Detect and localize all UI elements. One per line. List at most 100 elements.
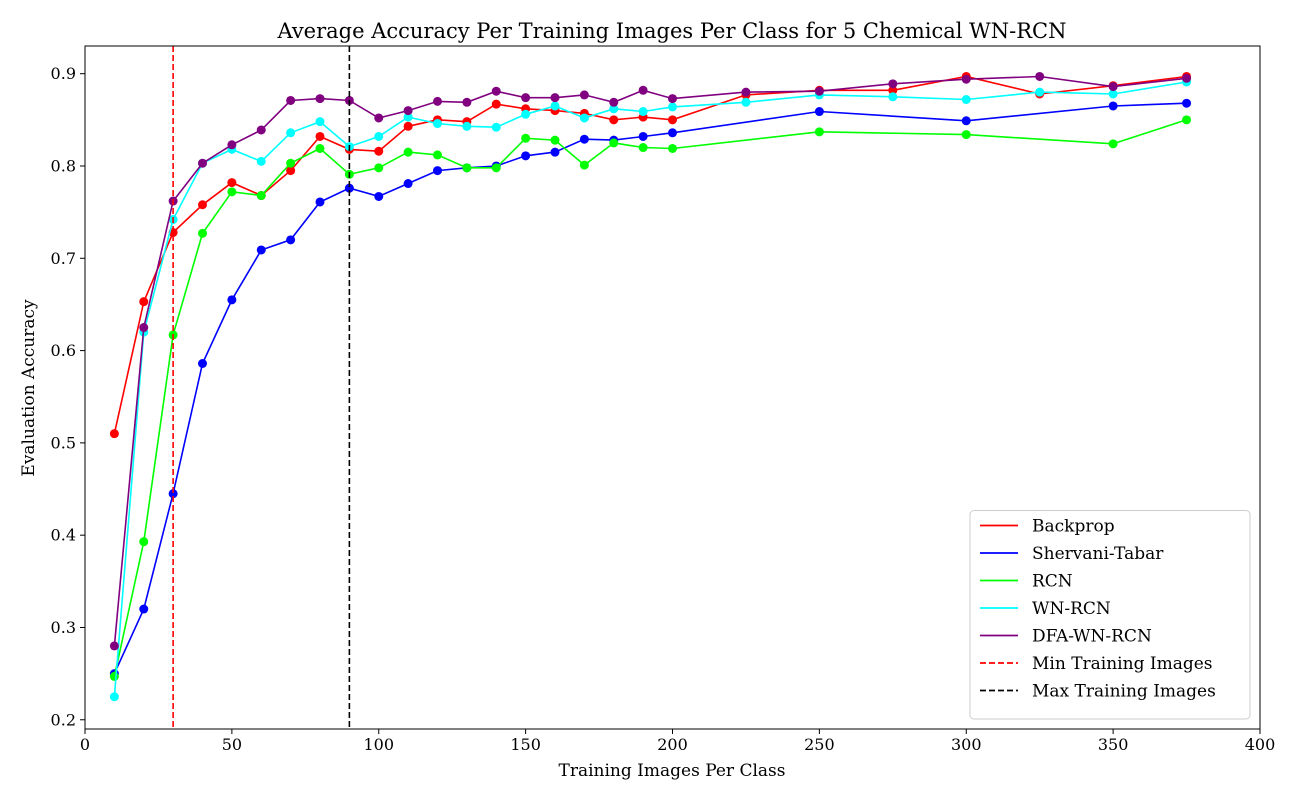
data-point-wn-rcn xyxy=(374,131,384,141)
data-point-rcn xyxy=(491,163,501,173)
data-point-wn-rcn xyxy=(1108,89,1118,99)
data-point-shervani-tabar xyxy=(139,604,149,614)
data-point-dfa-wn-rcn xyxy=(1182,73,1192,83)
y-tick-label: 0.3 xyxy=(51,618,76,637)
data-point-rcn xyxy=(139,537,149,547)
data-point-wn-rcn xyxy=(521,109,531,119)
x-axis-label: Training Images Per Class xyxy=(559,761,786,781)
data-point-rcn xyxy=(198,228,207,238)
data-point-wn-rcn xyxy=(286,128,296,138)
x-tick-label: 400 xyxy=(1245,735,1276,754)
data-point-dfa-wn-rcn xyxy=(286,95,296,105)
y-tick-label: 0.6 xyxy=(51,341,76,360)
data-point-wn-rcn xyxy=(579,113,589,123)
data-point-shervani-tabar xyxy=(550,147,560,157)
legend-entry-shervani-tabar: Shervani-Tabar xyxy=(980,544,1164,564)
data-point-dfa-wn-rcn xyxy=(491,86,501,96)
y-axis-label: Evaluation Accuracy xyxy=(19,299,39,477)
data-point-wn-rcn xyxy=(741,97,751,107)
data-point-wn-rcn xyxy=(315,117,325,127)
data-point-wn-rcn xyxy=(638,107,648,117)
data-point-rcn xyxy=(638,143,648,153)
data-point-backprop xyxy=(227,178,237,188)
y-tick-label: 0.7 xyxy=(51,249,76,268)
data-point-shervani-tabar xyxy=(579,134,589,144)
x-axis: 0 50 100 150 200 250 300 350 400 xyxy=(80,729,1275,754)
data-point-dfa-wn-rcn xyxy=(139,323,149,333)
x-tick-label: 350 xyxy=(1098,735,1129,754)
legend-entry-dfa-wn-rcn: DFA-WN-RCN xyxy=(980,627,1152,647)
data-point-dfa-wn-rcn xyxy=(1035,71,1045,81)
data-point-shervani-tabar xyxy=(198,359,207,369)
series-rcn xyxy=(109,115,1192,681)
data-point-rcn xyxy=(550,135,560,145)
data-point-rcn xyxy=(433,150,442,160)
data-point-backprop xyxy=(109,429,119,439)
series-dfa-wn-rcn xyxy=(109,71,1192,651)
data-point-wn-rcn xyxy=(961,95,971,105)
series-line-shervani-tabar xyxy=(113,102,1187,674)
legend-label: Backprop xyxy=(1032,517,1115,537)
legend-label: DFA-WN-RCN xyxy=(1032,627,1152,647)
data-point-dfa-wn-rcn xyxy=(668,94,677,104)
data-point-rcn xyxy=(814,127,824,137)
x-tick-label: 200 xyxy=(657,735,688,754)
data-point-rcn xyxy=(579,160,589,170)
legend-label: Min Training Images xyxy=(1032,654,1213,674)
x-tick-label: 250 xyxy=(804,735,835,754)
legend-entry-wn-rcn: WN-RCN xyxy=(980,599,1111,619)
data-point-shervani-tabar xyxy=(344,183,354,193)
data-point-dfa-wn-rcn xyxy=(579,90,589,100)
data-point-backprop xyxy=(609,115,619,125)
data-point-wn-rcn xyxy=(550,101,560,111)
data-point-shervani-tabar xyxy=(1108,101,1118,111)
data-point-wn-rcn xyxy=(609,104,619,114)
data-point-rcn xyxy=(1108,139,1118,149)
data-point-shervani-tabar xyxy=(961,116,971,126)
data-point-rcn xyxy=(286,158,296,168)
series-line-rcn xyxy=(113,119,1187,677)
data-point-wn-rcn xyxy=(256,156,266,166)
y-tick-label: 0.8 xyxy=(51,156,76,175)
data-point-dfa-wn-rcn xyxy=(814,86,824,96)
data-point-rcn xyxy=(227,187,237,197)
x-tick-label: 0 xyxy=(80,735,90,754)
data-point-dfa-wn-rcn xyxy=(741,87,751,97)
data-point-backprop xyxy=(491,99,501,109)
data-point-dfa-wn-rcn xyxy=(462,97,472,107)
data-point-rcn xyxy=(403,147,413,157)
chart-title: Average Accuracy Per Training Images Per… xyxy=(277,19,1067,43)
y-tick-label: 0.5 xyxy=(51,433,76,452)
data-point-backprop xyxy=(403,121,413,131)
legend-label: WN-RCN xyxy=(1032,599,1111,619)
data-point-dfa-wn-rcn xyxy=(315,94,325,104)
data-point-dfa-wn-rcn xyxy=(609,97,619,107)
legend-label: Shervani-Tabar xyxy=(1032,544,1164,564)
data-point-backprop xyxy=(315,131,325,141)
data-point-dfa-wn-rcn xyxy=(433,96,442,106)
data-point-rcn xyxy=(668,143,677,153)
data-point-wn-rcn xyxy=(403,112,413,122)
data-point-backprop xyxy=(139,297,149,307)
series-backprop xyxy=(109,71,1192,439)
data-point-shervani-tabar xyxy=(814,107,824,117)
data-point-dfa-wn-rcn xyxy=(403,106,413,116)
x-tick-label: 300 xyxy=(951,735,982,754)
data-point-rcn xyxy=(315,143,325,153)
data-point-wn-rcn xyxy=(433,119,442,129)
y-tick-label: 0.4 xyxy=(51,526,76,545)
data-point-shervani-tabar xyxy=(668,128,677,138)
data-point-shervani-tabar xyxy=(433,166,442,176)
data-point-shervani-tabar xyxy=(256,245,266,255)
legend-entry-max-training-images: Max Training Images xyxy=(980,682,1216,702)
data-point-dfa-wn-rcn xyxy=(374,113,384,123)
y-tick-label: 0.2 xyxy=(51,710,76,729)
series-line-backprop xyxy=(113,75,1187,434)
legend-box xyxy=(969,510,1251,720)
data-point-shervani-tabar xyxy=(374,191,384,201)
series-wn-rcn xyxy=(109,77,1192,702)
data-point-backprop xyxy=(286,166,296,176)
data-point-dfa-wn-rcn xyxy=(198,158,207,168)
data-point-dfa-wn-rcn xyxy=(888,79,898,89)
